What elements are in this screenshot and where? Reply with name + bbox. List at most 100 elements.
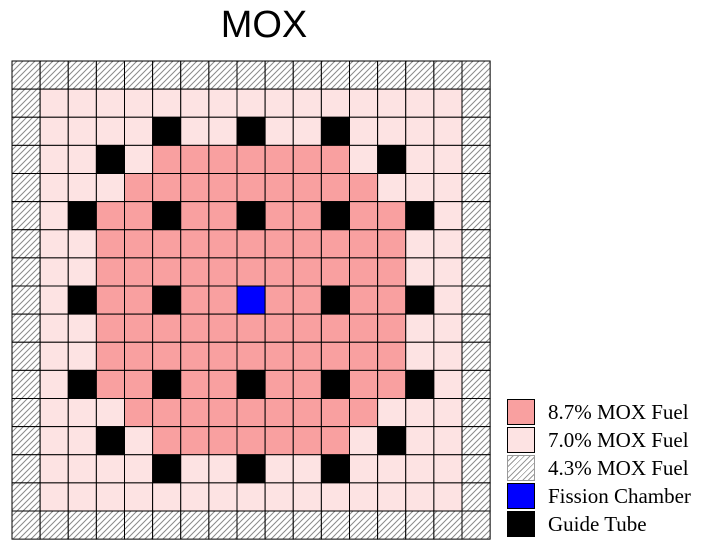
mox-7-0-cell <box>349 116 379 146</box>
mox-8-7-cell <box>349 229 379 259</box>
legend-swatch <box>507 511 535 537</box>
mox-7-0-cell <box>180 454 210 484</box>
mox-4-3-cell <box>11 285 41 315</box>
mox-7-0-cell <box>180 88 210 118</box>
mox-4-3-cell <box>39 510 69 540</box>
mox-7-0-cell <box>433 144 463 175</box>
mox-7-0-cell <box>95 173 126 203</box>
mox-4-3-cell <box>461 173 491 203</box>
mox-8-7-cell <box>236 426 266 456</box>
guide-tube-cell <box>236 454 266 484</box>
guide-tube-cell <box>236 369 266 400</box>
fission-chamber-cell <box>236 285 266 315</box>
guide-tube-cell <box>405 285 435 315</box>
diagram-title: MOX <box>220 4 308 46</box>
mox-8-7-cell <box>208 369 238 400</box>
mox-8-7-cell <box>208 201 238 231</box>
mox-7-0-cell <box>377 398 407 428</box>
mox-4-3-cell <box>236 60 266 90</box>
mox-4-3-cell <box>320 510 351 540</box>
mox-7-0-cell <box>67 482 97 512</box>
mox-4-3-cell <box>320 60 351 90</box>
mox-8-7-cell <box>320 173 351 203</box>
mox-7-0-cell <box>405 398 435 428</box>
mox-8-7-cell <box>349 369 379 400</box>
mox-4-3-cell <box>67 510 97 540</box>
mox-4-3-cell <box>152 60 182 90</box>
mox-7-0-cell <box>405 313 435 343</box>
mox-8-7-cell <box>124 369 154 400</box>
mox-8-7-cell <box>95 229 126 259</box>
mox-8-7-cell <box>152 426 182 456</box>
mox-7-0-cell <box>39 398 69 428</box>
mox-4-3-cell <box>461 201 491 231</box>
mox-7-0-cell <box>208 116 238 146</box>
mox-7-0-cell <box>405 116 435 146</box>
mox-4-3-cell <box>461 510 491 540</box>
mox-4-3-cell <box>461 144 491 175</box>
mox-7-0-cell <box>433 257 463 287</box>
mox-4-3-cell <box>292 60 322 90</box>
mox-8-7-cell <box>349 257 379 287</box>
mox-7-0-cell <box>208 88 238 118</box>
mox-4-3-cell <box>11 482 41 512</box>
guide-tube-cell <box>152 116 182 146</box>
mox-7-0-cell <box>95 88 126 118</box>
mox-4-3-cell <box>11 201 41 231</box>
mox-8-7-cell <box>208 313 238 343</box>
guide-tube-cell <box>67 201 97 231</box>
mox-4-3-cell <box>152 510 182 540</box>
mox-4-3-cell <box>180 510 210 540</box>
legend-swatch <box>507 455 535 481</box>
mox-8-7-cell <box>124 201 154 231</box>
mox-7-0-cell <box>124 144 154 175</box>
mox-8-7-cell <box>292 229 322 259</box>
mox-7-0-cell <box>39 88 69 118</box>
legend-item-mox-8-7: 8.7% MOX Fuel <box>507 398 719 426</box>
mox-4-3-cell <box>461 482 491 512</box>
mox-7-0-cell <box>39 285 69 315</box>
mox-8-7-cell <box>95 201 126 231</box>
mox-8-7-cell <box>377 257 407 287</box>
mox-8-7-cell <box>236 313 266 343</box>
mox-8-7-cell <box>349 398 379 428</box>
mox-7-0-cell <box>433 201 463 231</box>
mox-7-0-cell <box>377 88 407 118</box>
mox-8-7-cell <box>292 398 322 428</box>
mox-7-0-cell <box>405 454 435 484</box>
mox-8-7-cell <box>377 369 407 400</box>
mox-7-0-cell <box>152 88 182 118</box>
mox-7-0-cell <box>433 369 463 400</box>
mox-8-7-cell <box>264 257 294 287</box>
mox-4-3-cell <box>124 60 154 90</box>
mox-8-7-cell <box>180 173 210 203</box>
mox-8-7-cell <box>180 257 210 287</box>
mox-7-0-cell <box>152 482 182 512</box>
mox-7-0-cell <box>433 341 463 371</box>
mox-7-0-cell <box>377 116 407 146</box>
mox-4-3-cell <box>264 510 294 540</box>
guide-tube-cell <box>152 369 182 400</box>
mox-7-0-cell <box>236 88 266 118</box>
legend: 8.7% MOX Fuel 7.0% MOX Fuel 4.3% MOX Fuel F… <box>507 398 719 538</box>
mox-7-0-cell <box>124 454 154 484</box>
mox-7-0-cell <box>95 482 126 512</box>
mox-4-3-cell <box>433 510 463 540</box>
mox-8-7-cell <box>292 144 322 175</box>
mox-8-7-cell <box>264 341 294 371</box>
mox-7-0-cell <box>433 482 463 512</box>
mox-7-0-cell <box>67 173 97 203</box>
mox-8-7-cell <box>292 341 322 371</box>
mox-7-0-cell <box>433 285 463 315</box>
mox-7-0-cell <box>292 454 322 484</box>
guide-tube-cell <box>152 454 182 484</box>
legend-swatch <box>507 427 535 453</box>
mox-4-3-cell <box>461 285 491 315</box>
mox-7-0-cell <box>405 426 435 456</box>
mox-4-3-cell <box>461 60 491 90</box>
mox-7-0-cell <box>377 173 407 203</box>
mox-8-7-cell <box>349 173 379 203</box>
mox-8-7-cell <box>152 313 182 343</box>
guide-tube-cell <box>152 285 182 315</box>
